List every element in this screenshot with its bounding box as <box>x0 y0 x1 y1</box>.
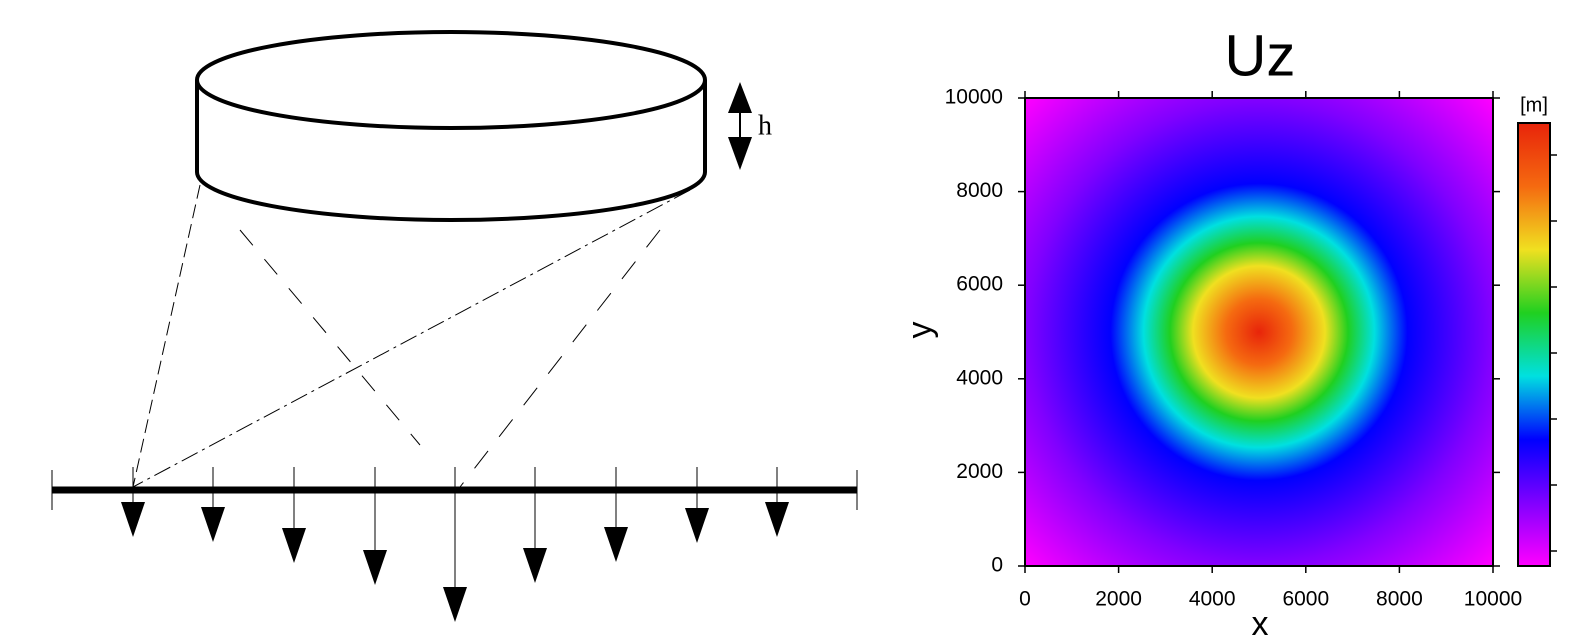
arrow-head <box>201 507 225 542</box>
heatmap-field <box>1025 98 1493 566</box>
dashed-line <box>132 184 201 488</box>
y-tick-label: 2000 <box>956 460 1003 483</box>
height-label: h <box>758 110 772 141</box>
x-tick-label: 0 <box>1019 588 1031 611</box>
arrow-head <box>121 502 145 537</box>
colorbar-label: [m] <box>1520 94 1548 116</box>
arrow-head <box>363 550 387 585</box>
arrow-head <box>765 502 789 537</box>
arrow-head <box>523 548 547 583</box>
arrow-head <box>282 528 306 563</box>
x-tick-label: 4000 <box>1189 588 1236 611</box>
arrow-head <box>443 587 467 622</box>
dashed-line <box>459 229 661 488</box>
height-arrow-up <box>728 82 752 113</box>
height-arrow-down <box>728 137 752 170</box>
x-axis-label: x <box>1252 605 1269 636</box>
x-tick-label: 2000 <box>1095 588 1142 611</box>
dash-dot-line <box>132 189 691 488</box>
y-tick-label: 0 <box>991 554 1003 577</box>
y-axis-label: y <box>901 322 939 339</box>
y-tick-label: 10000 <box>945 86 1003 109</box>
arrow-head <box>604 527 628 562</box>
colorbar <box>1517 122 1551 567</box>
projection-lines <box>132 184 691 488</box>
x-tick-label: 10000 <box>1464 588 1522 611</box>
y-tick-label: 8000 <box>956 179 1003 202</box>
y-tick-label: 4000 <box>956 366 1003 389</box>
plot-frame <box>1024 97 1494 567</box>
load-diagram: h <box>51 30 858 622</box>
chart: 0 2000 4000 6000 8000 10000 0 2000 4000 6000 8000 1… <box>901 23 1557 641</box>
x-tick-label: 6000 <box>1282 588 1329 611</box>
chart-title: Uz <box>1225 23 1296 88</box>
arrow-head <box>685 508 709 543</box>
dashed-line <box>239 229 421 446</box>
y-tick-label: 6000 <box>956 273 1003 296</box>
cylinder-top <box>195 30 707 130</box>
x-tick-label: 8000 <box>1376 588 1423 611</box>
displacement-arrows <box>121 467 789 622</box>
